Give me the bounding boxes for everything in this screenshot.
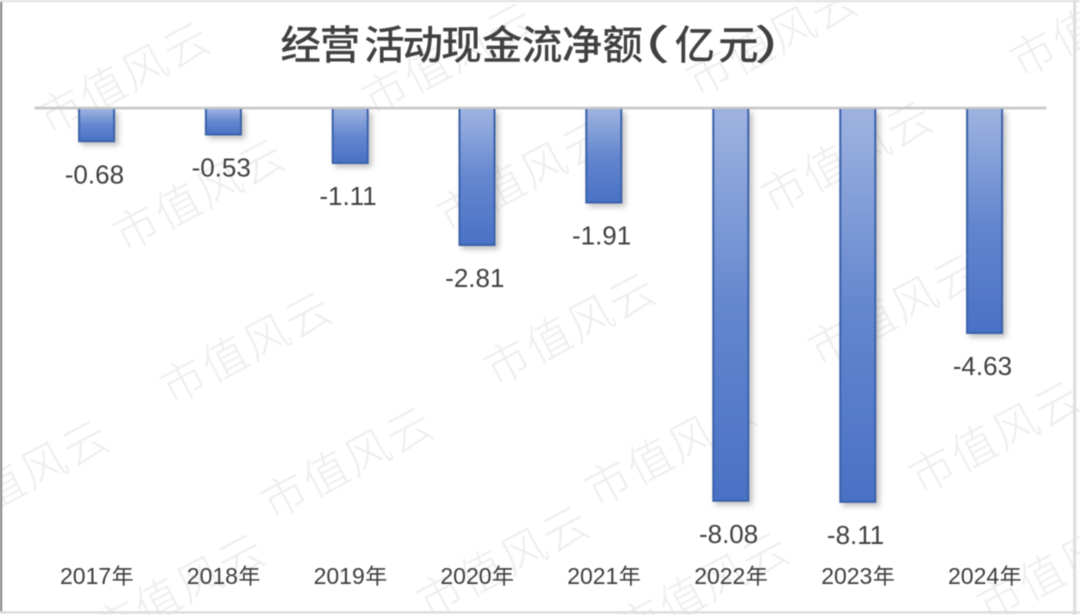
svg-text:-4.63: -4.63: [953, 351, 1012, 381]
svg-text:2021: 2021: [567, 563, 618, 589]
svg-text:-0.68: -0.68: [65, 159, 124, 189]
svg-text:-8.08: -8.08: [699, 519, 758, 549]
svg-text:2022: 2022: [694, 563, 745, 589]
svg-text:-1.91: -1.91: [572, 221, 631, 251]
svg-text:2024: 2024: [948, 563, 999, 589]
svg-text:2023: 2023: [821, 563, 872, 589]
svg-text:2019: 2019: [314, 563, 365, 589]
svg-text:-2.81: -2.81: [445, 263, 504, 293]
svg-text:2020: 2020: [440, 563, 491, 589]
svg-text:2018: 2018: [187, 563, 238, 589]
svg-text:-1.11: -1.11: [319, 181, 376, 211]
svg-text:2017: 2017: [60, 563, 111, 589]
svg-text:-0.53: -0.53: [192, 153, 251, 183]
svg-text:-8.11: -8.11: [827, 520, 884, 550]
